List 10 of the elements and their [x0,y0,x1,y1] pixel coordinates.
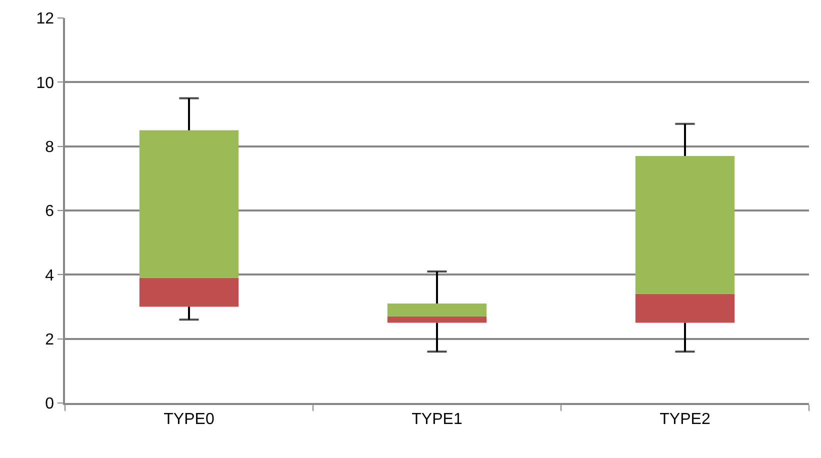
y-tick-label: 6 [45,203,54,220]
x-tick-label: TYPE0 [164,410,214,428]
y-tick-label: 4 [45,267,54,284]
y-tick-label: 10 [36,74,54,92]
y-tick-label: 2 [45,331,54,348]
y-tick-label: 12 [36,10,54,28]
y-tick-label: 8 [45,138,54,156]
x-tick-label: TYPE2 [660,410,710,428]
y-tick-label: 0 [45,396,54,413]
x-tick-label: TYPE1 [412,410,462,428]
